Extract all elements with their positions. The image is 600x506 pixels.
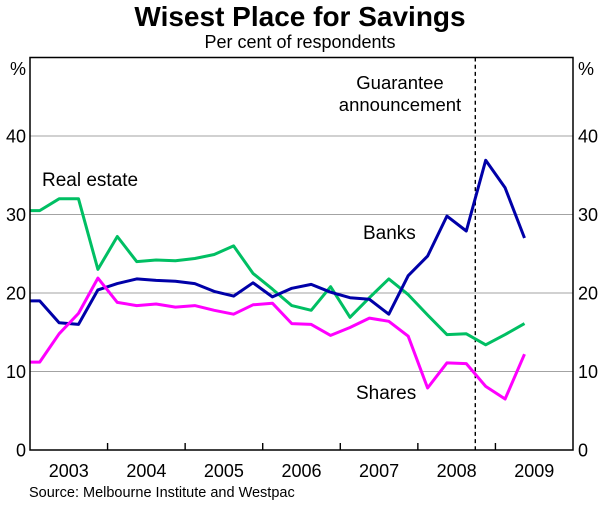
x-label-2007: 2007 xyxy=(359,461,399,481)
real-estate-line xyxy=(30,197,526,347)
x-label-2003: 2003 xyxy=(49,461,89,481)
x-label-2009: 2009 xyxy=(514,461,554,481)
y-label-left-20: 20 xyxy=(6,284,26,304)
x-label-2004: 2004 xyxy=(126,461,166,481)
y-label-right-40: 40 xyxy=(578,127,598,147)
y-label-right-0: 0 xyxy=(578,441,588,461)
y-label-right-10: 10 xyxy=(578,362,598,382)
y-label-left-10: 10 xyxy=(6,362,26,382)
shares-line xyxy=(30,276,526,401)
y-label-left-%: % xyxy=(10,59,26,79)
x-label-2008: 2008 xyxy=(437,461,477,481)
x-label-2005: 2005 xyxy=(204,461,244,481)
series-label-banks: Banks xyxy=(363,223,416,244)
source-note: Source: Melbourne Institute and Westpac xyxy=(29,485,295,501)
y-label-left-0: 0 xyxy=(16,441,26,461)
y-label-right-%: % xyxy=(578,59,594,79)
x-axis-ticks xyxy=(106,443,497,450)
y-label-right-20: 20 xyxy=(578,284,598,304)
annotation-text-line2: announcement xyxy=(339,94,461,115)
series-label-real-estate: Real estate xyxy=(42,170,138,191)
series-lines xyxy=(30,158,526,401)
y-label-right-30: 30 xyxy=(578,205,598,225)
plot-frame xyxy=(29,56,574,451)
series-label-shares: Shares xyxy=(356,383,416,404)
x-label-2006: 2006 xyxy=(281,461,321,481)
y-label-left-30: 30 xyxy=(6,205,26,225)
chart-title: Wisest Place for Savings xyxy=(134,1,466,32)
gridlines xyxy=(30,135,573,373)
y-label-left-40: 40 xyxy=(6,127,26,147)
annotation-text-line1: Guarantee xyxy=(356,72,443,93)
y-axis-labels: % % 40 40 30 30 20 20 10 10 0 0 xyxy=(6,59,598,461)
chart-subtitle: Per cent of respondents xyxy=(204,32,396,52)
x-axis-labels: 2003 2004 2005 2006 2007 2008 2009 xyxy=(49,461,554,481)
